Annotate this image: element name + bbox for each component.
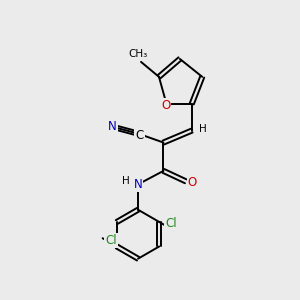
Text: N: N (108, 120, 117, 133)
Text: N: N (134, 178, 142, 191)
Text: Cl: Cl (105, 234, 117, 247)
Text: H: H (122, 176, 129, 186)
Text: H: H (199, 124, 207, 134)
Text: CH₃: CH₃ (128, 50, 148, 59)
Text: O: O (188, 176, 197, 189)
Text: Cl: Cl (165, 217, 177, 230)
Text: O: O (161, 99, 170, 112)
Text: C: C (135, 129, 144, 142)
